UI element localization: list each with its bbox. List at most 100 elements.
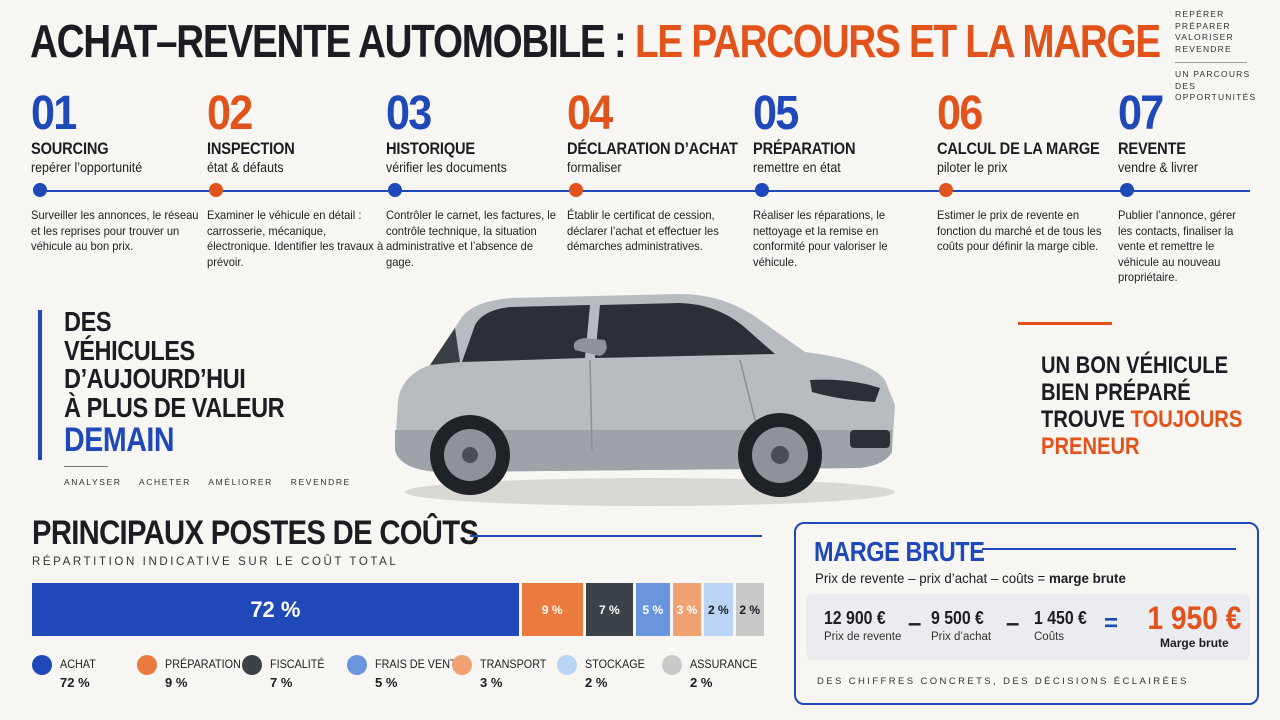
step-preparation: 05 PRÉPARATION remettre en état Réaliser… xyxy=(753,87,933,269)
step-number: 01 xyxy=(31,87,77,140)
slogan-tag: ANALYSER xyxy=(64,477,122,487)
step-title: REVENTE xyxy=(1118,139,1186,158)
tagline-line: REPÉRER xyxy=(1175,9,1225,19)
slogan-tag: AMÉLIORER xyxy=(208,477,273,487)
step-title: HISTORIQUE xyxy=(386,139,475,158)
legend-swatch xyxy=(242,655,262,675)
timeline-dot xyxy=(755,183,769,197)
timeline-dot xyxy=(569,183,583,197)
step-description: Réaliser les réparations, le nettoyage e… xyxy=(753,208,888,269)
legend-swatch xyxy=(32,655,52,675)
equals-operator: = xyxy=(1104,610,1119,637)
costs-subtitle: RÉPARTITION INDICATIVE SUR LE COÛT TOTAL xyxy=(32,556,399,568)
legend-value: 3 % xyxy=(480,675,503,690)
legend-label: FISCALITÉ xyxy=(270,657,325,671)
legend-value: 7 % xyxy=(270,675,293,690)
resale-label: Prix de revente xyxy=(824,631,902,643)
step-subtitle: remettre en état xyxy=(753,160,841,175)
step-title: INSPECTION xyxy=(207,139,295,158)
right-slogan-highlight: PRENEUR xyxy=(1041,433,1140,460)
slogan-line: D’AUJOURD’HUI xyxy=(64,363,246,394)
legend-label: FRAIS DE VENTE xyxy=(375,657,464,671)
margin-title-rule xyxy=(982,548,1236,550)
tagline-sub-line: UN PARCOURS xyxy=(1175,69,1251,79)
step-title: CALCUL DE LA MARGE xyxy=(937,139,1100,158)
legend-label: TRANSPORT xyxy=(480,657,547,671)
step-subtitle: formaliser xyxy=(567,160,622,175)
tagline-line: PRÉPARER xyxy=(1175,20,1231,31)
margin-card: MARGE BRUTE Prix de revente – prix d’ach… xyxy=(794,522,1259,705)
car-illustration xyxy=(395,294,895,506)
timeline-dot xyxy=(939,183,953,197)
tagline: REPÉRER PRÉPARER VALORISER REVENDRE UN P… xyxy=(1175,9,1280,104)
gross-margin-value: 1 950 € xyxy=(1147,600,1242,636)
step-description: Publier l’annonce, gérer les contacts, f… xyxy=(1118,208,1236,284)
gross-margin-result: 1 950 € Marge brute xyxy=(1141,600,1248,650)
costs-label: Coûts xyxy=(1034,631,1065,643)
slogan-line: DES xyxy=(64,306,112,337)
legend-swatch xyxy=(557,655,577,675)
costs: 1 450 € Coûts xyxy=(1034,608,1094,643)
legend-swatch xyxy=(662,655,682,675)
timeline-line xyxy=(38,190,1250,192)
costs-value: 1 450 € xyxy=(1034,608,1087,628)
slogan-highlight: DEMAIN xyxy=(64,421,175,459)
timeline-dot xyxy=(1120,183,1134,197)
purchase-label: Prix d’achat xyxy=(931,631,992,643)
legend-label: STOCKAGE xyxy=(585,657,645,671)
right-slogan-accent xyxy=(1018,322,1112,325)
timeline-dot xyxy=(209,183,223,197)
right-slogan-line: BIEN PRÉPARÉ xyxy=(1041,379,1191,406)
page-title: ACHAT–REVENTE AUTOMOBILE : LE PARCOURS E… xyxy=(30,14,1161,68)
slogan-tag: ACHETER xyxy=(139,477,191,487)
legend-label: ASSURANCE xyxy=(690,657,758,671)
legend-value: 2 % xyxy=(585,675,608,690)
step-description: Examiner le véhicule en détail : carross… xyxy=(207,208,384,269)
bar-segment: 9 % xyxy=(521,583,583,636)
minus-operator: – xyxy=(1006,610,1020,637)
step-subtitle: état & défauts xyxy=(207,160,284,175)
bar-segment: 2 % xyxy=(735,583,764,636)
step-revente: 07 REVENTE vendre & livrer Publier l’ann… xyxy=(1118,87,1280,285)
tagline-line: REVENDRE xyxy=(1175,43,1232,54)
step-number: 07 xyxy=(1118,87,1164,140)
resale-value: 12 900 € xyxy=(824,608,886,628)
step-description: Contrôler le carnet, les factures, le co… xyxy=(386,208,556,269)
bar-segment: 3 % xyxy=(672,583,702,636)
step-sourcing: 01 SOURCING repérer l’opportunité Survei… xyxy=(31,87,211,254)
costs-title: PRINCIPAUX POSTES DE COÛTS xyxy=(32,514,479,552)
step-subtitle: vérifier les documents xyxy=(386,160,507,175)
legend-label: PRÉPARATION xyxy=(165,657,241,671)
step-inspection: 02 INSPECTION état & défauts Examiner le… xyxy=(207,88,387,269)
purchase-value: 9 500 € xyxy=(931,608,984,628)
timeline-dot xyxy=(33,183,47,197)
margin-footer: DES CHIFFRES CONCRETS, DES DÉCISIONS ÉCL… xyxy=(817,676,1189,687)
timeline-dot xyxy=(388,183,402,197)
legend-swatch xyxy=(347,655,367,675)
step-number: 06 xyxy=(937,87,983,140)
step-number: 03 xyxy=(386,87,432,140)
tagline-line: VALORISER xyxy=(1175,32,1234,42)
costs-title-rule xyxy=(470,535,762,537)
right-slogan-line: UN BON VÉHICULE xyxy=(1041,352,1229,379)
step-subtitle: repérer l’opportunité xyxy=(31,160,143,175)
margin-title: MARGE BRUTE xyxy=(814,536,985,567)
step-number: 04 xyxy=(567,87,613,140)
slogan-line: À PLUS DE VALEUR xyxy=(64,391,285,423)
step-declaration: 04 DÉCLARATION D’ACHAT formaliser Établi… xyxy=(567,87,747,254)
slogan-tag: REVENDRE xyxy=(290,477,351,487)
right-slogan-line-3: TROUVE TOUJOURS xyxy=(1041,406,1242,433)
step-subtitle: vendre & livrer xyxy=(1118,160,1199,175)
tagline-divider xyxy=(1175,62,1247,63)
resale-price: 12 900 € Prix de revente xyxy=(824,608,901,643)
slogan-line: VÉHICULES xyxy=(64,334,195,366)
left-slogan: DES VÉHICULES D’AUJOURD’HUI À PLUS DE VA… xyxy=(64,306,285,459)
right-slogan-text: TROUVE xyxy=(1041,406,1131,433)
right-slogan: UN BON VÉHICULE BIEN PRÉPARÉ TROUVE TOUJ… xyxy=(1041,352,1242,460)
margin-calculation: 12 900 € Prix de revente – 9 500 € Prix … xyxy=(806,594,1250,660)
title-part-2: LE PARCOURS ET LA MARGE xyxy=(634,15,1161,67)
step-title: PRÉPARATION xyxy=(753,139,856,158)
step-number: 05 xyxy=(753,87,799,140)
step-title: DÉCLARATION D’ACHAT xyxy=(567,139,738,158)
margin-formula: Prix de revente – prix d’achat – coûts =… xyxy=(815,570,1126,586)
